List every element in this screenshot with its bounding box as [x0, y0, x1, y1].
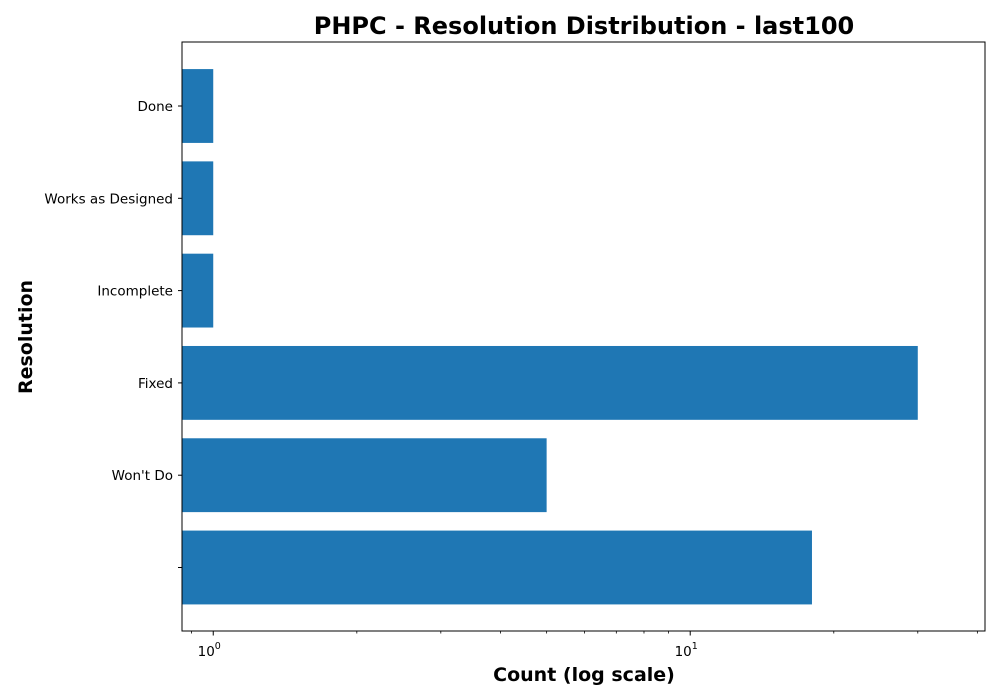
x-axis-ticks: 100 101	[191, 631, 978, 660]
y-axis-label: Resolution	[15, 280, 37, 394]
bar-won-t-do	[182, 438, 547, 513]
x-tick-label: 100	[198, 641, 221, 660]
plot-frame	[181, 41, 986, 632]
x-tick-label: 101	[675, 641, 698, 660]
y-tick-label: Fixed	[138, 376, 173, 392]
y-tick-label: Won't Do	[112, 468, 173, 484]
bar-works-as-designed	[182, 161, 214, 236]
x-axis-label: Count (log scale)	[493, 664, 675, 686]
y-tick-label: Done	[137, 99, 173, 115]
bars-group	[182, 69, 918, 605]
y-tick-label: Incomplete	[97, 284, 173, 300]
chart-title: PHPC - Resolution Distribution - last100	[314, 12, 854, 40]
bar-fixed	[182, 345, 918, 420]
bar-unlabeled	[182, 530, 812, 605]
y-tick-label: Works as Designed	[44, 191, 173, 207]
y-axis-ticks: Won't Do Fixed Incomplete Works as Designed…	[44, 99, 182, 568]
bar-done	[182, 69, 214, 143]
bar-incomplete	[182, 253, 214, 328]
